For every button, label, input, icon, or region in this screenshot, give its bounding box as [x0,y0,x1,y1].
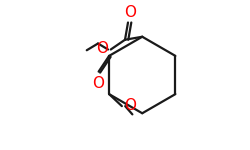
Text: O: O [124,5,136,20]
Text: O: O [124,98,136,113]
Text: O: O [92,76,104,91]
Text: O: O [96,41,108,56]
